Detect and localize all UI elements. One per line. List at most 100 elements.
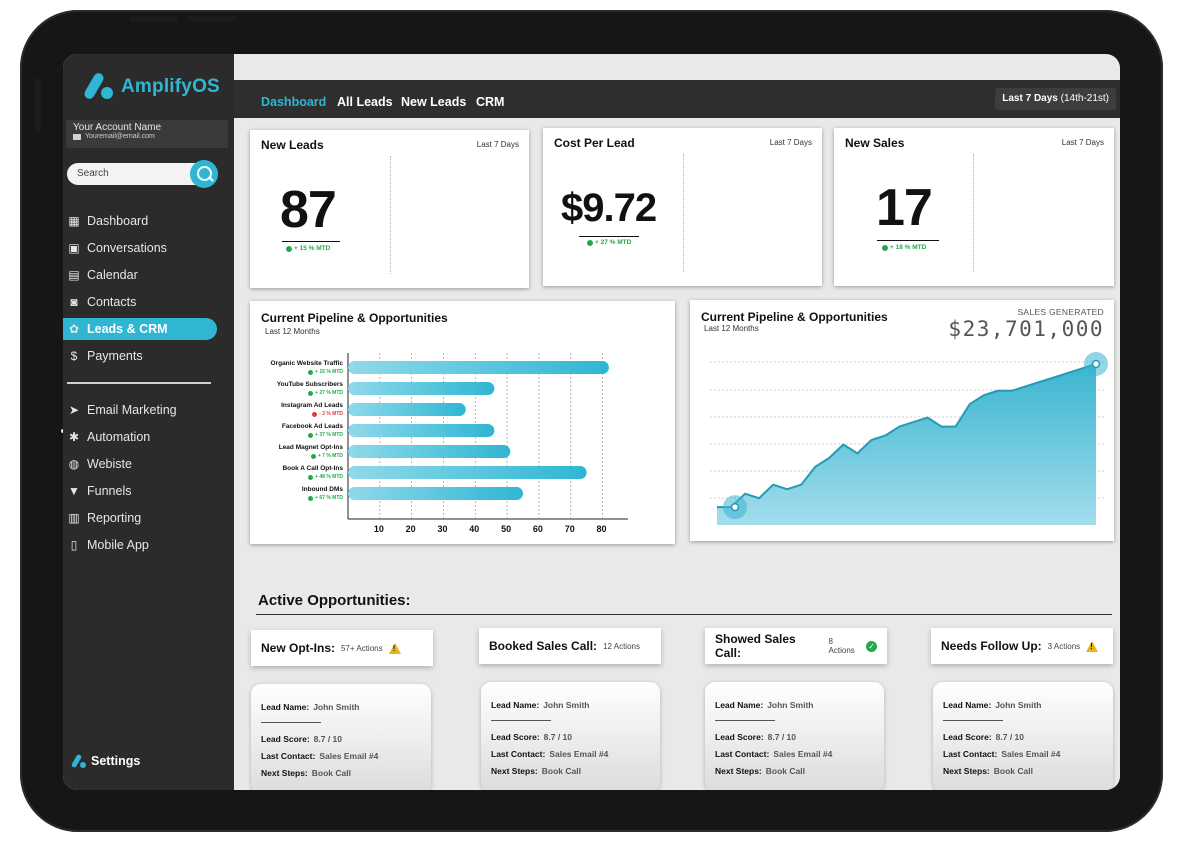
sidebar-item-email-marketing[interactable]: ➤ Email Marketing (67, 399, 177, 421)
tab-dashboard[interactable]: Dashboard (261, 95, 327, 109)
envelope-icon (73, 133, 81, 140)
sidebar-item-automation[interactable]: ✱ Automation (67, 426, 150, 448)
logo[interactable]: AmplifyOS (82, 71, 220, 102)
dashboard-icon: ▦ (68, 214, 80, 228)
date-range-selector[interactable]: Last 7 Days (14th-21st) (995, 88, 1116, 110)
next-steps: Book Call (311, 768, 351, 778)
sales-generated-value: $23,701,000 (948, 317, 1104, 341)
tab-all-leads[interactable]: All Leads (337, 95, 393, 109)
sidebar-item-label: Email Marketing (87, 403, 177, 417)
sidebar-item-contacts[interactable]: ◙ Contacts (67, 291, 136, 313)
bar[interactable] (348, 382, 495, 395)
lead-score-label: Lead Score: (491, 732, 540, 742)
sidebar-item-website[interactable]: ◍ Webiste (67, 453, 132, 475)
warning-icon (1086, 640, 1099, 652)
sidebar-item-calendar[interactable]: ▤ Calendar (67, 264, 137, 286)
kpi-delta-text: + 15 % MTD (294, 245, 331, 252)
up-icon (308, 390, 314, 396)
start-point[interactable] (730, 502, 740, 512)
settings-button[interactable]: Settings (70, 753, 140, 769)
stage-new-opt-ins[interactable]: New Opt-Ins: 57+ Actions (251, 630, 433, 666)
search-button[interactable] (190, 160, 218, 188)
sidebar-item-label: Payments (87, 349, 143, 363)
lead-score-label: Lead Score: (943, 732, 992, 742)
last-contact-label: Last Contact: (715, 749, 770, 759)
bar-delta: + 27 % MTD (259, 390, 343, 396)
sidebar-item-label: Mobile App (87, 538, 149, 552)
sales-generated-label: SALES GENERATED (1017, 307, 1104, 317)
lead-name: John Smith (995, 700, 1042, 710)
next-steps: Book Call (541, 766, 581, 776)
up-icon (286, 245, 292, 252)
stage-showed-sales-call[interactable]: Showed Sales Call: 8 Actions ✓ (705, 628, 887, 664)
kpi-title: New Sales (845, 136, 905, 150)
account-email: Youremail@email.com (85, 133, 155, 140)
sidebar-divider (67, 382, 211, 384)
tab-new-leads[interactable]: New Leads (401, 95, 467, 109)
lead-name-label: Lead Name: (491, 700, 540, 710)
x-tick-label: 40 (469, 524, 480, 534)
up-icon (308, 495, 314, 501)
area-fill (717, 363, 1096, 525)
sidebar-item-mobile-app[interactable]: ▯ Mobile App (67, 534, 149, 556)
lead-card[interactable]: Lead Name: John Smith Lead Score: 8.7 / 10… (481, 682, 660, 790)
bar[interactable] (348, 361, 609, 374)
sidebar-item-leads-crm[interactable]: ✿ Leads & CRM (63, 318, 217, 340)
bar-category-label: Lead Magnet Opt-Ins (278, 444, 343, 451)
bar[interactable] (348, 466, 587, 479)
bar[interactable] (348, 487, 523, 500)
sidebar-item-dashboard[interactable]: ▦ Dashboard (67, 210, 148, 232)
kpi-range: Last 7 Days (769, 138, 812, 147)
next-steps-label: Next Steps: (491, 766, 538, 776)
end-point[interactable] (1091, 359, 1101, 369)
sidebar-item-payments[interactable]: $ Payments (67, 345, 143, 367)
stage-needs-follow-up[interactable]: Needs Follow Up: 3 Actions (931, 628, 1113, 664)
x-tick-label: 80 (596, 524, 607, 534)
power-button (35, 78, 41, 134)
kpi-delta-text: + 27 % MTD (595, 239, 632, 246)
bar[interactable] (348, 445, 511, 458)
card-divider (390, 156, 391, 274)
logo-icon (82, 71, 113, 102)
up-icon (310, 453, 316, 459)
active-opportunities-title: Active Opportunities: (258, 592, 411, 609)
sidebar-item-label: Leads & CRM (87, 322, 168, 336)
sidebar-item-reporting[interactable]: ▥ Reporting (67, 507, 141, 529)
chart-title: Current Pipeline & Opportunities (701, 310, 888, 324)
lead-name: John Smith (543, 700, 590, 710)
tab-crm[interactable]: CRM (476, 95, 505, 109)
sidebar-item-funnels[interactable]: ▼ Funnels (67, 480, 131, 502)
stage-actions: 8 Actions (828, 637, 855, 655)
bar-delta: + 7 % MTD (259, 453, 343, 459)
bar-category-label: Book A Call Opt-Ins (282, 465, 343, 472)
lead-card[interactable]: Lead Name: John Smith Lead Score: 8.7 / 10… (705, 682, 884, 790)
lead-score: 8.7 / 10 (995, 732, 1025, 742)
stage-booked-sales-call[interactable]: Booked Sales Call: 12 Actions (479, 628, 661, 664)
sidebar-item-label: Webiste (87, 457, 132, 471)
search-input[interactable]: Search (67, 163, 215, 185)
stage-actions: 12 Actions (603, 641, 640, 651)
lead-card[interactable]: Lead Name: John Smith Lead Score: 8.7 / 10… (933, 682, 1113, 790)
settings-logo-icon (70, 753, 86, 769)
lead-card[interactable]: Lead Name: John Smith Lead Score: 8.7 / 10… (251, 684, 431, 790)
down-icon (312, 411, 318, 417)
bar[interactable] (348, 403, 466, 416)
up-icon (882, 244, 888, 251)
kpi-title: New Leads (261, 138, 324, 152)
chart-subtitle: Last 12 Months (704, 324, 759, 333)
lead-name: John Smith (313, 702, 360, 712)
paper-plane-icon: ➤ (68, 403, 80, 417)
account-card[interactable]: Your Account Name Youremail@email.com (66, 120, 228, 148)
lead-score: 8.7 / 10 (313, 734, 343, 744)
stage-label: Showed Sales Call: (715, 632, 796, 660)
stage-actions: 57+ Actions (341, 643, 383, 653)
sidebar-item-conversations[interactable]: ▣ Conversations (67, 237, 167, 259)
bar[interactable] (348, 424, 495, 437)
area-chart (710, 351, 1108, 525)
bar-category-label: Facebook Ad Leads (281, 423, 343, 430)
calendar-icon: ▤ (68, 268, 80, 282)
app-name: AmplifyOS (121, 76, 220, 97)
kpi-value: 87 (280, 181, 337, 239)
kpi-underline (282, 241, 340, 242)
lead-divider (715, 720, 775, 721)
